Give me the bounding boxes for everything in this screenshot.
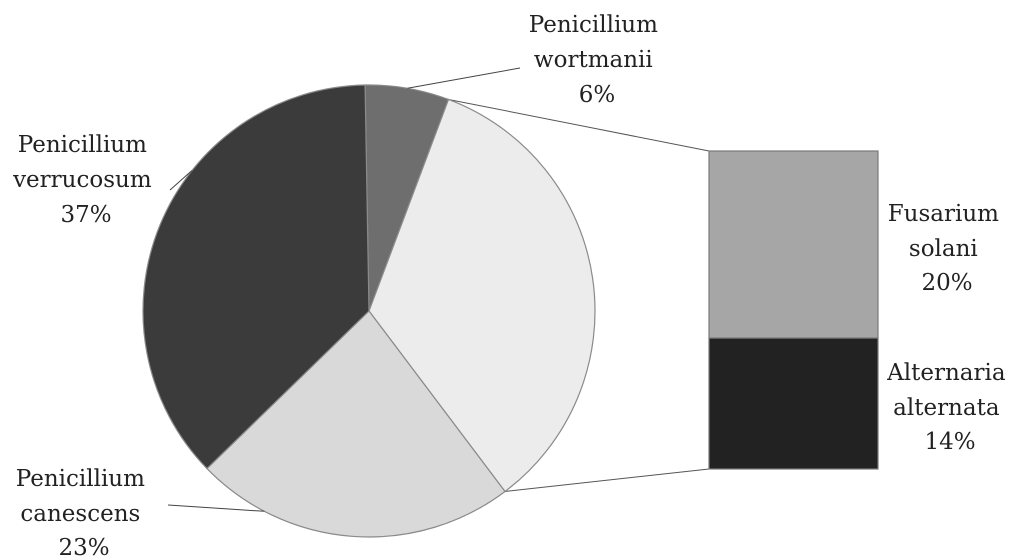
pie-slice-other [368, 98, 596, 493]
pie-label-penicillium-verrucosum: Penicillium verrucosum 37% [12, 132, 159, 228]
leader-penicillium-verrucosum [169, 170, 193, 191]
label-leader-lines [167, 67, 521, 512]
leader-penicillium-canescens [167, 504, 265, 512]
leader-penicillium-wortmanii [407, 67, 521, 89]
bar-segment-alternaria-alternata [708, 337, 879, 470]
pie [142, 84, 596, 538]
connector-top [448, 98, 710, 152]
bar-label-fusarium-solani: Fusarium solani 20% [888, 201, 1007, 296]
connector-bottom [504, 468, 710, 492]
bar-segment-fusarium-solani [708, 150, 879, 339]
pie-slice-penicillium-canescens [206, 310, 506, 538]
pie-label-penicillium-wortmanii: Penicillium wortmanii 6% [529, 12, 665, 108]
bar-label-alternaria-alternata: Alternaria alternata 14% [886, 360, 1013, 455]
pie-to-bar-connectors [448, 98, 710, 492]
pie-label-penicillium-canescens: Penicillium canescens 23% [16, 466, 152, 557]
stacked-bar [708, 150, 879, 470]
pie-slice-penicillium-verrucosum [142, 84, 370, 470]
